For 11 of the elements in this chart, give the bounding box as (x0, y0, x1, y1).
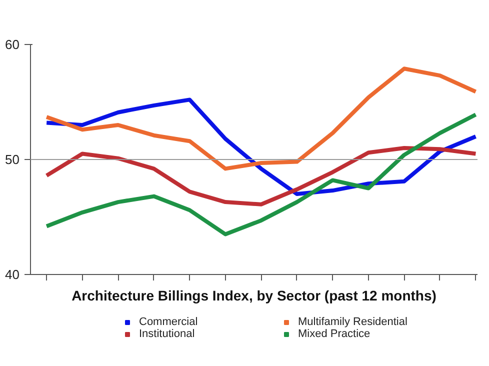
y-tick-label: 40 (5, 267, 20, 282)
y-tick-label: 60 (5, 37, 20, 52)
legend-label: Mixed Practice (298, 328, 372, 340)
line-series (44, 112, 478, 236)
line-series (44, 66, 478, 171)
legend-label: Institutional (139, 328, 196, 340)
legend-label: Commercial (139, 316, 199, 328)
line-series (44, 146, 478, 206)
text: Architecture Billings Index, by Sector (past 12 months) (72, 288, 436, 304)
y-tick-label: 50 (5, 152, 20, 167)
legend-label: Multifamily Residential (298, 316, 408, 328)
